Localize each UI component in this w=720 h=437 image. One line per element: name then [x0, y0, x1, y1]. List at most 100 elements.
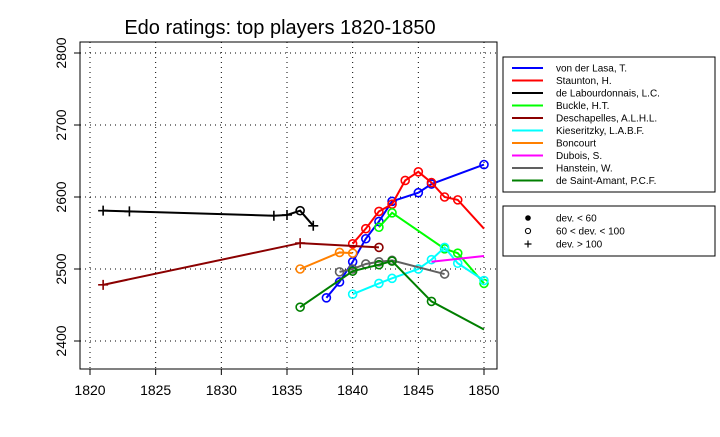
axes: 1820 1825 1830 1835 1840 1845 1850 2400 2500 2600… — [53, 37, 500, 398]
data-point — [439, 192, 450, 202]
data-point — [479, 159, 489, 170]
series-line — [299, 259, 485, 331]
legend-item: Kieseritzky, L.A.B.F. — [512, 126, 644, 137]
legend-item: de Saint-Amant, P.C.F. — [512, 176, 656, 187]
series-line — [103, 209, 315, 227]
data-point — [347, 289, 358, 300]
y-tick-label: 2700 — [53, 109, 69, 140]
data-point — [321, 292, 332, 303]
data-point — [334, 267, 345, 277]
data-point — [334, 247, 345, 258]
marker-legend-item: dev. < 60 — [525, 214, 597, 225]
data-point — [360, 223, 371, 234]
data-point — [413, 187, 424, 198]
data-point — [374, 242, 384, 253]
data-point — [452, 248, 463, 258]
data-point — [374, 206, 384, 217]
data-point — [452, 195, 463, 205]
x-tick-label: 1850 — [468, 382, 499, 398]
data-point — [295, 205, 305, 216]
data-point — [387, 256, 397, 266]
series-3 — [374, 208, 489, 289]
data-point — [374, 222, 384, 233]
y-tick-label: 2800 — [53, 37, 69, 68]
data-point — [374, 278, 384, 289]
data-point — [268, 210, 279, 221]
legend-label: de Saint-Amant, P.C.F. — [556, 176, 656, 187]
data-point — [282, 210, 292, 220]
series-2 — [98, 205, 319, 231]
data-point — [426, 177, 437, 188]
series-legend: von der Lasa, T.Staunton, H. de Labourdon… — [502, 56, 716, 193]
marker-legend-item: dev. > 100 — [524, 240, 603, 251]
data-point — [426, 254, 437, 265]
legend-label: Boncourt — [556, 139, 596, 150]
legend-label: Dubois, S. — [556, 151, 602, 162]
data-point — [124, 206, 135, 217]
data-point — [400, 175, 411, 186]
legend-label: Deschapelles, A.L.H.L. — [556, 114, 657, 125]
series-line — [299, 251, 353, 270]
y-tick-label: 2600 — [53, 181, 69, 212]
series-5 — [347, 242, 489, 300]
series-line — [339, 259, 445, 276]
data-point — [479, 275, 489, 286]
data-point — [439, 269, 450, 279]
grid-lines — [80, 42, 497, 369]
data-point — [360, 233, 371, 244]
series-9 — [295, 256, 485, 331]
legend-item: Boncourt — [512, 139, 596, 150]
legend-label: Buckle, H.T. — [556, 101, 609, 112]
series-line — [431, 255, 485, 263]
y-tick-label: 2500 — [53, 253, 69, 284]
marker-legend-label: dev. < 60 — [556, 214, 597, 225]
series-layer — [98, 159, 489, 331]
plot-frame — [79, 41, 498, 370]
data-point — [295, 238, 306, 249]
data-point — [308, 220, 319, 231]
marker-legend-label: dev. > 100 — [556, 240, 603, 251]
data-point — [413, 167, 424, 177]
series-6 — [295, 247, 358, 274]
x-tick-label: 1840 — [337, 382, 368, 398]
data-point — [347, 266, 358, 276]
legend-label: Hanstein, W. — [556, 164, 613, 175]
data-point — [347, 239, 358, 249]
x-tick-label: 1845 — [403, 382, 434, 398]
data-point — [387, 208, 397, 218]
data-point — [374, 256, 384, 267]
marker-legend-label: 60 < dev. < 100 — [556, 227, 625, 238]
legend-item: Hanstein, W. — [512, 164, 613, 175]
y-tick-label: 2400 — [53, 325, 69, 356]
legend-label: Kieseritzky, L.A.B.F. — [556, 126, 644, 137]
data-point — [426, 296, 437, 307]
data-point — [98, 279, 109, 290]
legend-label: Staunton, H. — [556, 76, 612, 87]
series-1 — [347, 167, 485, 249]
legend-label: de Labourdonnais, L.C. — [556, 89, 660, 100]
plus-icon — [524, 240, 532, 248]
open-circle-icon — [524, 227, 532, 235]
series-line — [351, 170, 485, 245]
data-point — [295, 302, 305, 312]
x-tick-label: 1825 — [140, 382, 171, 398]
chart-title: Edo ratings: top players 1820-1850 — [124, 17, 435, 39]
legend-label: von der Lasa, T. — [556, 64, 627, 75]
data-point — [439, 242, 450, 253]
x-tick-label: 1820 — [74, 382, 105, 398]
legend-item: Dubois, S. — [512, 151, 602, 162]
legend-item: von der Lasa, T. — [512, 64, 627, 75]
series-line — [325, 163, 485, 299]
x-tick-label: 1835 — [271, 382, 302, 398]
data-point — [387, 273, 397, 284]
data-point — [98, 205, 109, 216]
filled-dot-icon — [525, 215, 531, 221]
legend-item: de Labourdonnais, L.C. — [512, 89, 660, 100]
data-point — [347, 248, 358, 258]
marker-legend-box — [502, 205, 716, 257]
legend-item: Staunton, H. — [512, 76, 612, 87]
data-point — [295, 264, 305, 274]
series-4 — [98, 238, 384, 290]
